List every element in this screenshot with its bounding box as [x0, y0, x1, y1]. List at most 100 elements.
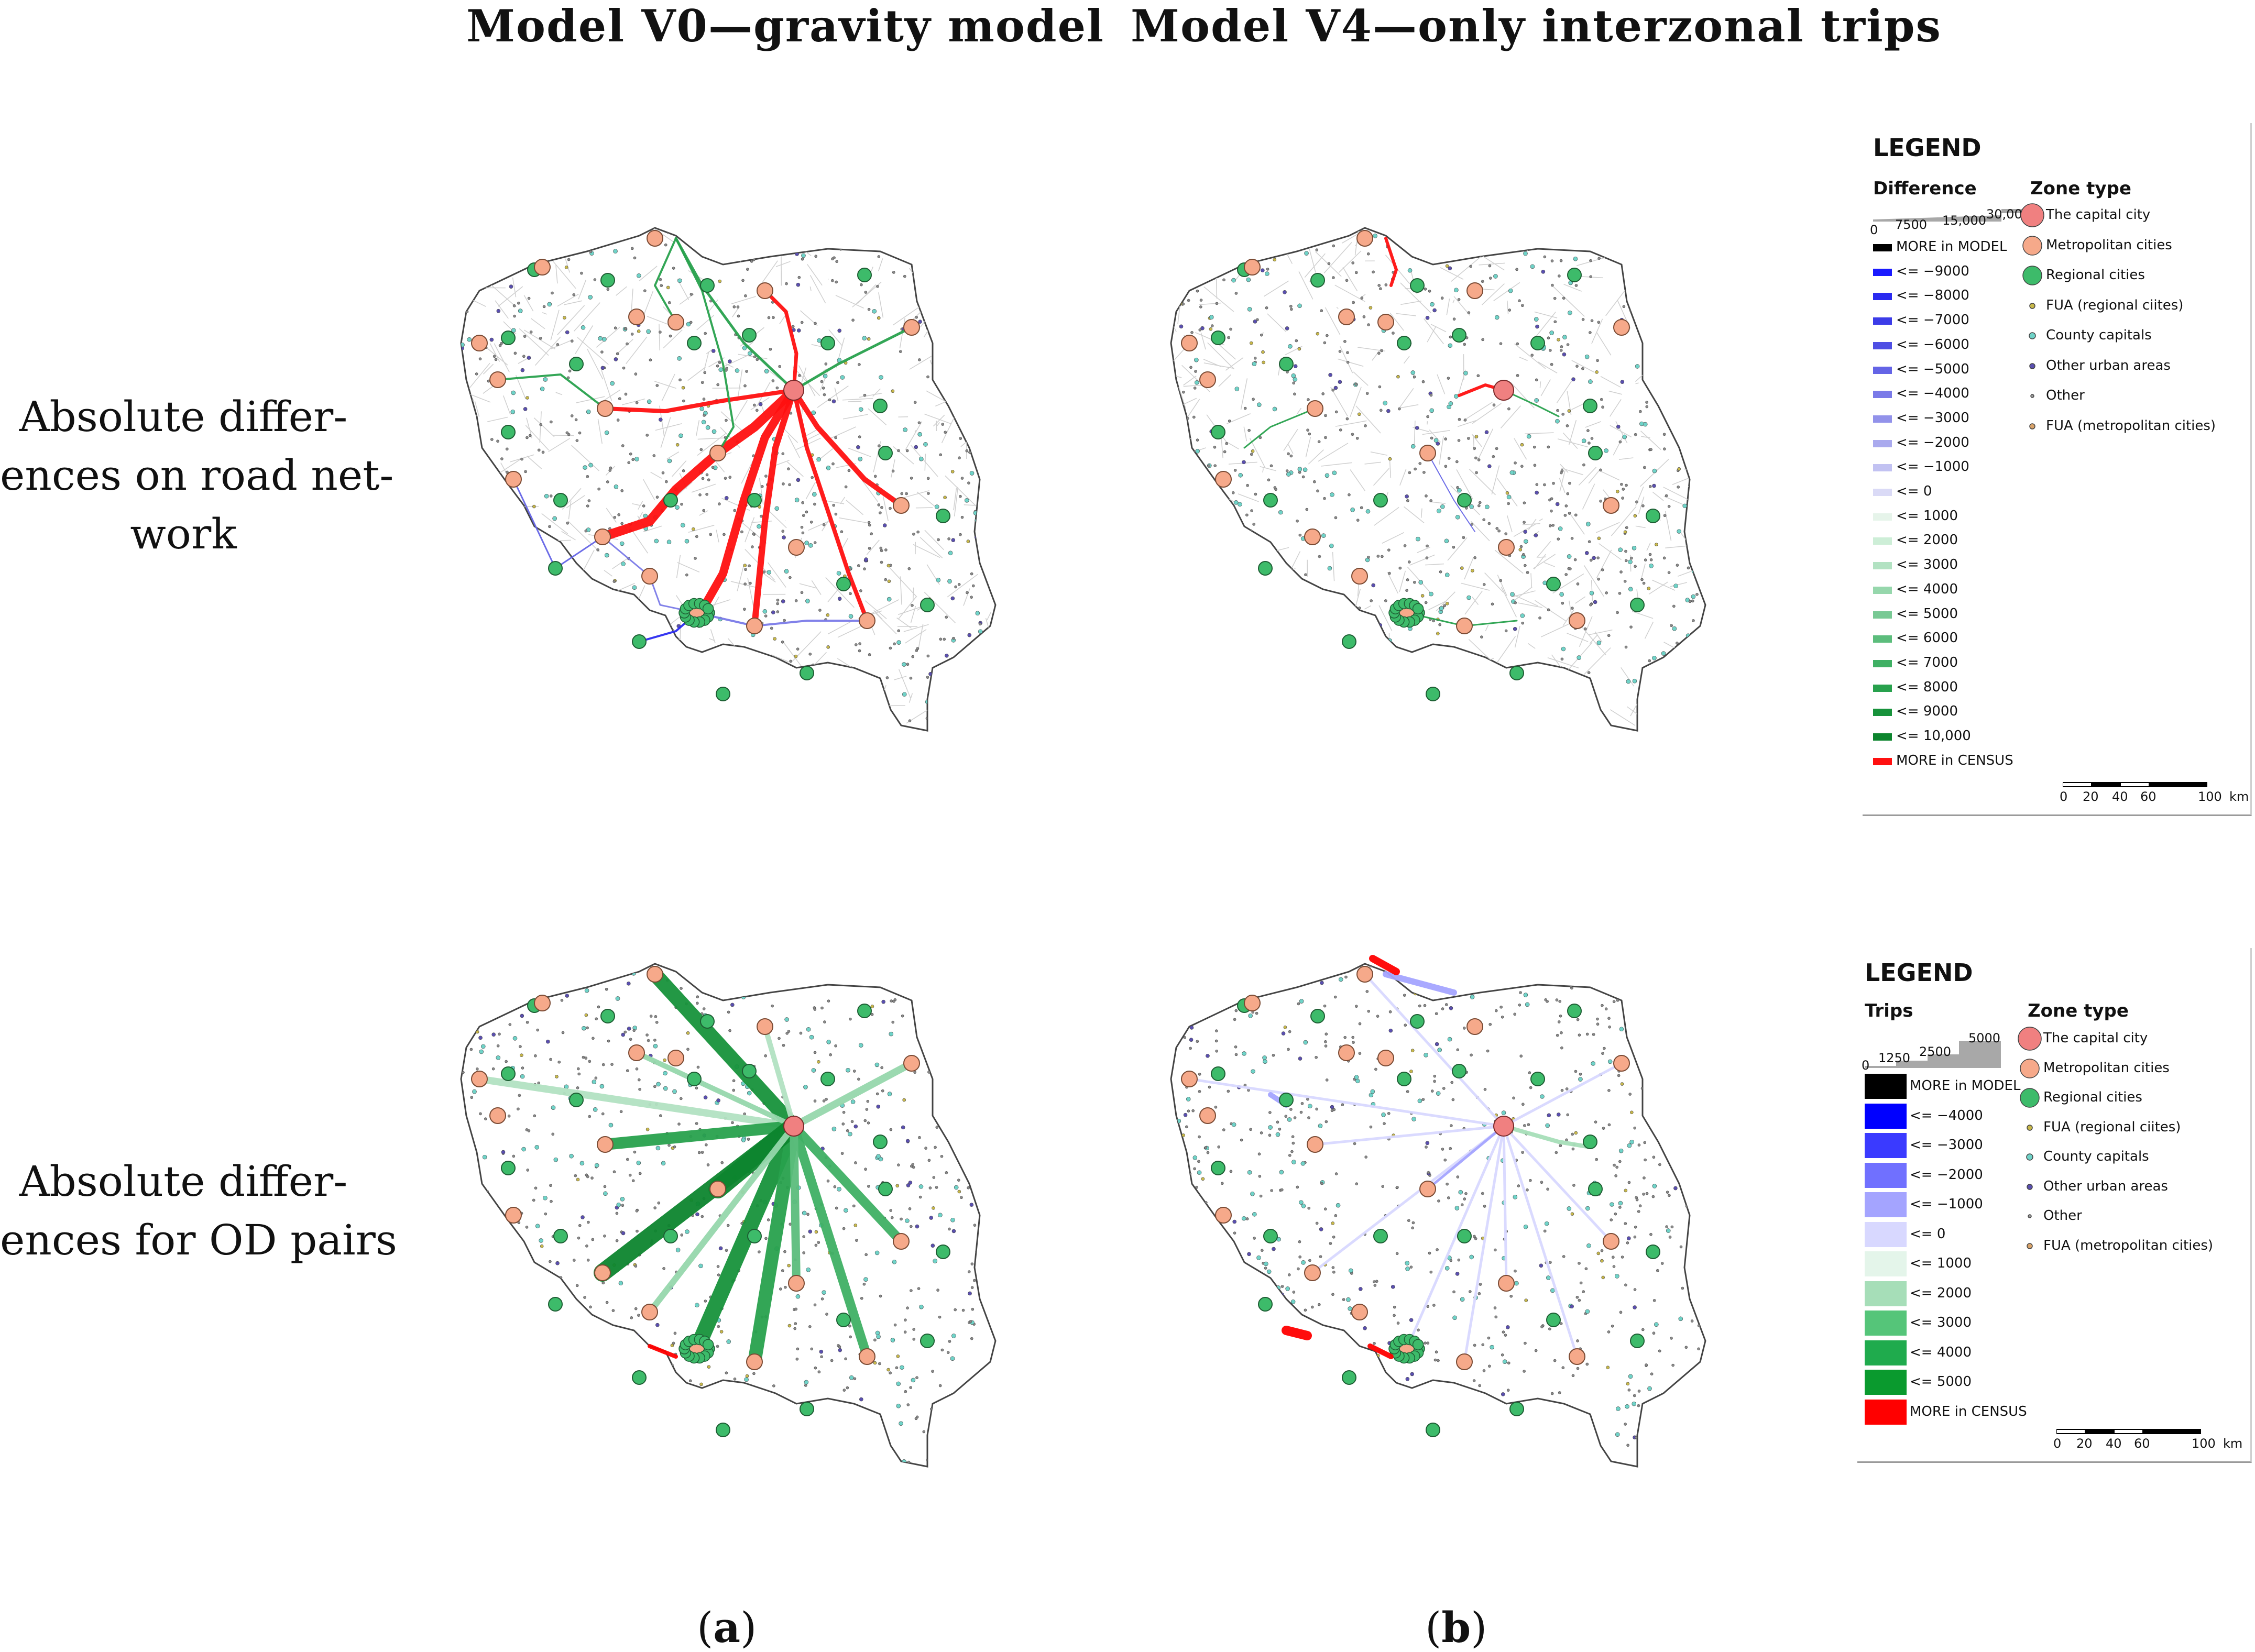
- metropolitan-city-marker: [788, 539, 805, 556]
- regional-city-marker: [920, 598, 935, 612]
- flow-green: [792, 326, 913, 392]
- scale-bar-label: 60: [2134, 1436, 2150, 1451]
- legend-class-label: <= −3000: [1896, 410, 1969, 426]
- legend-width-scale: [1865, 1041, 2001, 1068]
- od-flow-line: [1405, 1125, 1505, 1350]
- flow-blue: [696, 612, 868, 627]
- row-label-od-pairs: Absolute differ- ences for OD pairs: [0, 1152, 397, 1270]
- od-flow-line: [1463, 1125, 1505, 1363]
- regional-city-marker: [742, 1064, 757, 1078]
- od-flow-line: [789, 1121, 906, 1246]
- legend-class-label: <= −6000: [1896, 336, 1969, 353]
- column-title-v4: Model V4—only interzonal trips: [1131, 0, 1942, 52]
- scale-bar: [2056, 1429, 2201, 1434]
- metropolitan-city-marker: [667, 314, 684, 331]
- legend-class-label: <= −2000: [1896, 434, 1969, 450]
- zone-type-label: FUA (regional ciites): [2043, 1119, 2181, 1135]
- scale-bar-label: km: [2229, 789, 2249, 804]
- metropolitan-city-marker: [534, 995, 551, 1011]
- legend-class-swatch: [1873, 635, 1892, 643]
- metropolitan-city-marker: [1613, 319, 1630, 336]
- regional-city-marker: [1457, 1229, 1472, 1243]
- regional-city-marker: [1279, 357, 1294, 371]
- regional-city-marker: [501, 1066, 516, 1081]
- metropolitan-city-marker: [903, 1055, 920, 1072]
- flow-blue: [1427, 453, 1475, 532]
- od-flow-line: [647, 1123, 797, 1315]
- legend-class-swatch: [1873, 611, 1892, 619]
- zone-type-marker: [2022, 266, 2042, 285]
- zone-type-marker: [2027, 1124, 2033, 1131]
- metropolitan-city-marker: [1338, 309, 1355, 325]
- metropolitan-city-marker: [641, 568, 658, 585]
- regional-city-marker: [1211, 331, 1225, 345]
- metropolitan-city-marker: [1307, 1136, 1323, 1153]
- zone-type-label: FUA (metropolitan cities): [2043, 1237, 2214, 1253]
- legend-class-swatch: [1865, 1074, 1907, 1099]
- zone-type-marker: [2020, 203, 2044, 227]
- scale-bar-label: 20: [2076, 1436, 2093, 1451]
- metropolitan-city-marker: [709, 1181, 726, 1197]
- legend-class-label: <= 2000: [1896, 532, 1958, 548]
- legend-class-swatch: [1873, 537, 1892, 545]
- legend-class-label: <= −3000: [1910, 1137, 1983, 1153]
- od-flow-line: [1502, 1125, 1508, 1285]
- metropolitan-city-marker: [1351, 568, 1368, 585]
- scale-tick: 1250: [1878, 1051, 1911, 1065]
- legend-class-swatch: [1865, 1310, 1907, 1336]
- map-v0-od-pairs: [460, 963, 997, 1468]
- zone-type-label: County capitals: [2046, 327, 2152, 343]
- legend-class-swatch: [1873, 415, 1892, 423]
- metropolitan-city-marker: [1304, 528, 1321, 545]
- regional-city-marker: [1546, 1313, 1561, 1327]
- regional-city-marker: [1583, 399, 1597, 413]
- legend-class-label: <= −1000: [1896, 459, 1969, 475]
- regional-city-marker: [873, 399, 888, 413]
- regional-city-marker: [1412, 1339, 1424, 1350]
- metropolitan-city-marker: [859, 1348, 875, 1365]
- metropolitan-city-marker: [1307, 400, 1323, 417]
- od-flow-line: [789, 1121, 872, 1361]
- legend-class-label: <= 10,000: [1896, 728, 1971, 744]
- row-label-line: ences on road net-: [0, 451, 394, 500]
- legend-class-swatch: [1873, 391, 1892, 399]
- metropolitan-city-marker: [1498, 1275, 1515, 1292]
- metropolitan-city-marker: [1377, 314, 1394, 331]
- legend-class-label: <= −8000: [1896, 288, 1969, 304]
- metropolitan-city-marker: [709, 445, 726, 461]
- legend-class-swatch: [1873, 659, 1892, 667]
- legend-class-label: <= −5000: [1896, 361, 1969, 377]
- legend-title: LEGEND: [1865, 959, 1973, 987]
- zone-type-label: The capital city: [2043, 1030, 2148, 1046]
- regional-city-marker: [1588, 1182, 1603, 1196]
- regional-city-marker: [800, 666, 814, 680]
- legend-class-swatch: [1865, 1133, 1907, 1158]
- regional-city-marker: [1412, 603, 1424, 614]
- legend-class-swatch: [1865, 1399, 1907, 1425]
- od-flow-line: [1502, 1125, 1613, 1243]
- regional-city-marker: [1342, 634, 1356, 649]
- regional-city-marker: [936, 1244, 950, 1259]
- regional-city-marker: [920, 1334, 935, 1348]
- od-flow-line: [708, 1117, 803, 1198]
- regional-city-marker: [700, 278, 715, 293]
- flow-green: [1503, 389, 1560, 417]
- metropolitan-city-marker: [1356, 230, 1373, 247]
- legend-class-label: <= 8000: [1896, 679, 1958, 695]
- zone-type-marker: [2020, 1088, 2040, 1108]
- regional-city-marker: [878, 446, 893, 460]
- metropolitan-city-marker: [489, 1107, 506, 1124]
- metropolitan-city-marker: [647, 966, 663, 983]
- row-label-line: Absolute differ-: [19, 1157, 348, 1206]
- metropolitan-city-marker: [893, 497, 910, 514]
- metropolitan-city-marker: [628, 1044, 645, 1061]
- flow-red: [791, 388, 904, 508]
- regional-city-marker: [836, 1313, 851, 1327]
- regional-city-marker: [1310, 1009, 1325, 1023]
- caption-b: (b): [1425, 1603, 1487, 1652]
- caption-letter: a: [713, 1603, 741, 1652]
- zone-type-marker: [2027, 1242, 2033, 1249]
- od-flow-line: [1502, 1124, 1592, 1149]
- od-flow-line: [1313, 1125, 1505, 1146]
- od-flow-line: [1426, 1125, 1505, 1191]
